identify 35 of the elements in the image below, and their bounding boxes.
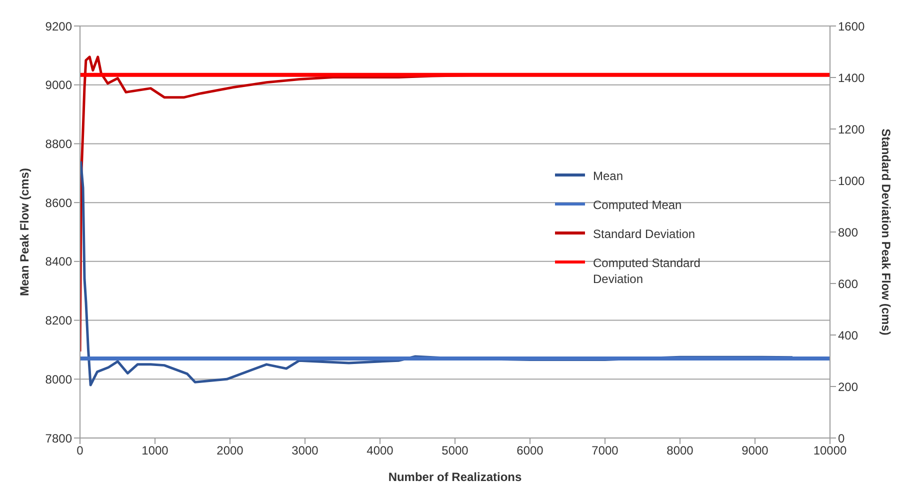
x-tick-label: 6000 (516, 444, 544, 458)
y-tick-label: 8400 (45, 254, 72, 269)
y-axis-title: Mean Peak Flow (cms) (17, 168, 32, 296)
x-tick-label: 1000 (142, 444, 169, 458)
y2-tick-label: 600 (838, 276, 858, 291)
x-tick-label: 8000 (666, 444, 694, 458)
y2-tick-label: 0 (838, 431, 845, 446)
x-tick-label: 4000 (366, 444, 394, 458)
x-axis-title: Number of Realizations (388, 470, 522, 484)
x-tick-label: 5000 (442, 444, 469, 458)
y-tick-label: 8600 (45, 196, 72, 210)
y-tick-label: 9000 (45, 78, 72, 92)
legend-label: Mean (593, 168, 624, 184)
x-tick-label: 10000 (813, 444, 848, 458)
x-tick-label: 3000 (292, 444, 319, 458)
x-tick-label: 0 (76, 444, 84, 458)
y2-tick-label: 200 (838, 380, 858, 394)
y-tick-label: 9200 (45, 19, 72, 34)
x-tick-label: 9000 (742, 444, 769, 458)
legend-label: Standard Deviation (593, 226, 696, 242)
y-tick-label: 8800 (45, 136, 72, 151)
y2-tick-label: 1600 (838, 19, 866, 34)
y2-tick-label: 400 (838, 328, 858, 342)
x-tick-label: 7000 (592, 444, 619, 458)
y-tick-label: 8200 (45, 314, 72, 328)
legend-label: Computed Mean (593, 197, 682, 213)
legend-label: Computed Standard Deviation (593, 255, 702, 287)
y2-tick-label: 1200 (838, 122, 866, 136)
y2-tick-label: 1400 (838, 70, 866, 85)
y-tick-label: 7800 (45, 431, 72, 446)
y-tick-label: 8000 (45, 372, 72, 386)
y2-tick-label: 1000 (838, 174, 866, 188)
y2-axis-title: Standard Deviation Peak Flow (cms) (878, 128, 893, 336)
y2-tick-label: 800 (838, 225, 858, 240)
x-tick-label: 2000 (216, 444, 244, 458)
